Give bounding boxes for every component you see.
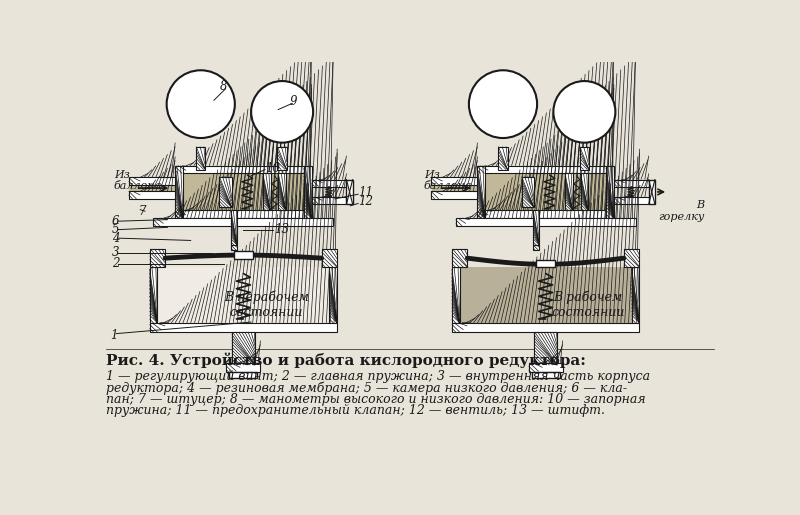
Text: 13: 13	[274, 223, 290, 236]
Bar	[129, 191, 175, 199]
Bar	[459, 267, 632, 323]
Text: 2: 2	[112, 257, 119, 270]
Ellipse shape	[166, 70, 235, 138]
Bar	[452, 323, 639, 332]
Bar	[226, 363, 261, 372]
Bar	[158, 267, 330, 323]
Bar	[536, 260, 555, 267]
Text: редуктора; 4 — резиновая мембрана; 5 — камера низкого давления; 6 — кла-: редуктора; 4 — резиновая мембрана; 5 — к…	[106, 381, 627, 395]
Bar	[478, 211, 614, 218]
Text: 9: 9	[290, 95, 298, 108]
Text: Рис. 4. Устройство и работа кислородного редуктора:: Рис. 4. Устройство и работа кислородного…	[106, 353, 586, 368]
Bar	[175, 166, 311, 174]
Bar	[196, 146, 206, 169]
Bar	[129, 177, 175, 185]
Bar	[432, 185, 478, 191]
Text: Из
баллона: Из баллона	[424, 169, 472, 191]
Bar	[485, 174, 528, 211]
Text: 1: 1	[110, 329, 118, 341]
Text: Из
баллона: Из баллона	[114, 169, 162, 191]
Bar	[498, 146, 508, 169]
Bar	[150, 267, 158, 323]
Bar	[478, 166, 614, 174]
Text: 10: 10	[265, 162, 280, 175]
Bar	[478, 166, 485, 218]
Bar	[234, 251, 253, 259]
Bar	[614, 180, 649, 186]
Bar	[130, 185, 175, 191]
Bar	[632, 267, 639, 323]
Text: 7: 7	[139, 204, 146, 218]
Bar	[322, 249, 337, 267]
Bar	[614, 197, 649, 204]
Bar	[231, 245, 237, 250]
Bar	[534, 245, 539, 250]
Text: 11: 11	[358, 186, 373, 199]
Bar	[452, 267, 459, 323]
Text: 6: 6	[112, 215, 119, 228]
Bar	[230, 372, 258, 379]
Bar	[183, 174, 304, 211]
Bar	[452, 249, 467, 267]
Bar	[522, 177, 534, 208]
Bar	[532, 372, 559, 379]
Text: В рабочем
состоянии: В рабочем состоянии	[551, 290, 625, 319]
Bar	[580, 146, 589, 169]
Text: пружина; 11 — предохранительный клапан; 12 — вентиль; 13 — штифт.: пружина; 11 — предохранительный клапан; …	[106, 404, 606, 418]
Bar	[529, 363, 562, 372]
Bar	[175, 166, 183, 218]
Text: 4: 4	[112, 232, 119, 245]
Bar	[581, 174, 588, 211]
Bar	[175, 211, 311, 218]
Ellipse shape	[469, 70, 537, 138]
Bar	[534, 211, 539, 245]
Text: 3: 3	[112, 246, 119, 259]
Bar	[219, 177, 232, 208]
Bar	[304, 166, 311, 218]
Text: 12: 12	[358, 195, 373, 209]
Text: 5: 5	[112, 223, 119, 236]
Ellipse shape	[251, 81, 313, 143]
Bar	[485, 174, 606, 211]
Bar	[311, 180, 346, 186]
Bar	[431, 191, 478, 199]
Bar	[278, 174, 286, 211]
Bar	[606, 166, 614, 218]
Bar	[278, 146, 286, 169]
Bar	[431, 177, 478, 185]
Bar	[649, 180, 655, 204]
Bar	[150, 249, 165, 267]
Text: 1 — регулирующий винт; 2 — главная пружина; 3 — внутренняя часть корпуса: 1 — регулирующий винт; 2 — главная пружи…	[106, 370, 650, 383]
Bar	[232, 332, 255, 365]
Bar	[624, 249, 639, 267]
Bar	[311, 197, 346, 204]
Bar	[150, 323, 337, 332]
Bar	[456, 218, 635, 226]
Bar	[346, 180, 353, 204]
Text: В
горелку: В горелку	[658, 200, 705, 222]
Bar	[262, 174, 270, 211]
Ellipse shape	[554, 81, 615, 143]
Text: В нерабочем
состоянии: В нерабочем состоянии	[224, 290, 309, 319]
Bar	[565, 174, 573, 211]
Bar	[231, 211, 237, 245]
Bar	[534, 332, 558, 365]
Text: пан; 7 — штуцер; 8 — манометры высокого и низкого давления: 10 — запорная: пан; 7 — штуцер; 8 — манометры высокого …	[106, 393, 646, 406]
Bar	[154, 218, 334, 226]
Bar	[330, 267, 337, 323]
Text: 8: 8	[220, 80, 228, 93]
Bar	[183, 174, 226, 211]
